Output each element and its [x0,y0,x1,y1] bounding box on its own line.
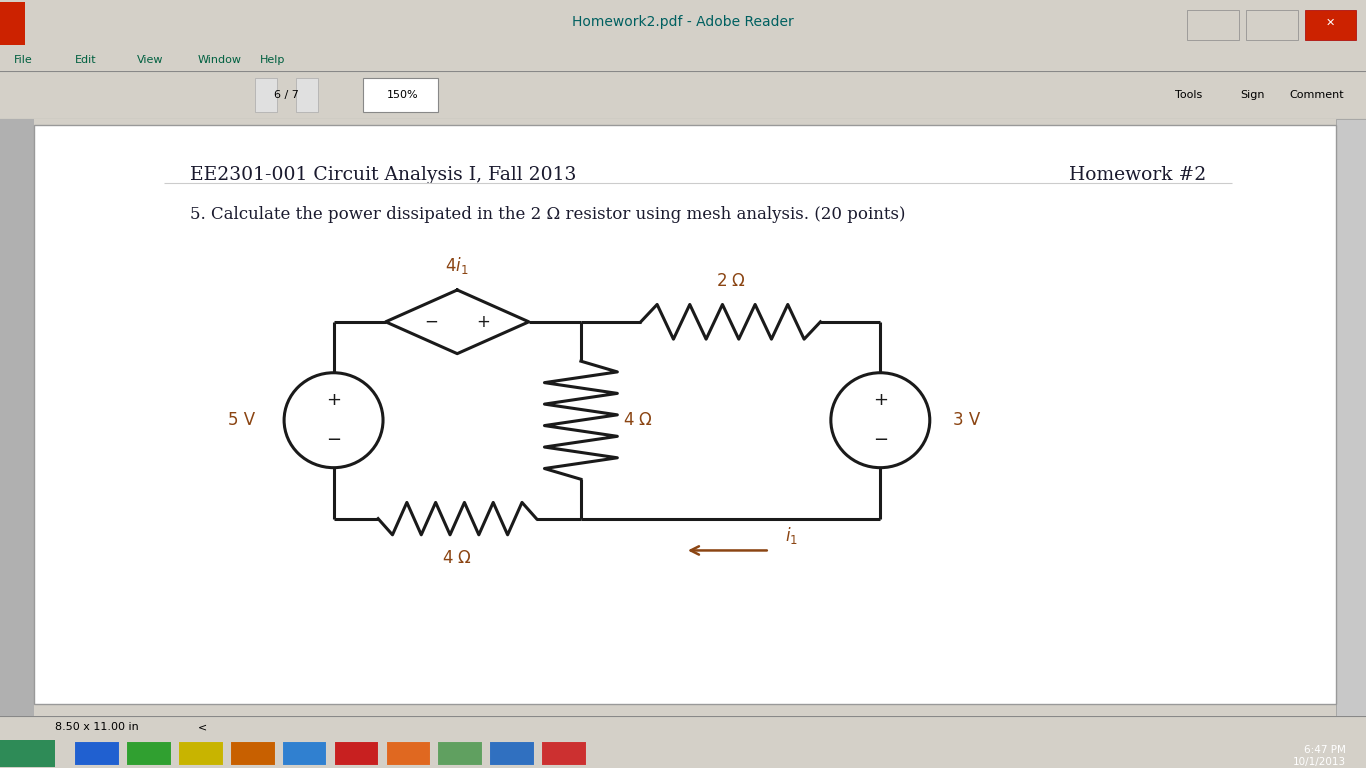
Bar [1246,10,1298,40]
Bar [255,78,277,112]
Bar [231,742,275,765]
Text: 10/1/2013: 10/1/2013 [1292,757,1346,767]
Text: Sign: Sign [1240,90,1265,100]
Text: $4\ \Omega$: $4\ \Omega$ [443,548,473,567]
Bar [179,742,223,765]
Bar [0,119,34,716]
Bar [0,2,25,45]
Text: ✕: ✕ [1326,18,1335,28]
Text: <: < [198,722,208,733]
Text: −: − [326,431,342,449]
Bar [363,78,438,112]
Text: $i_1$: $i_1$ [785,525,798,546]
Bar [0,740,55,766]
Bar [542,742,586,765]
Text: Comment: Comment [1290,90,1344,100]
Bar [1305,10,1356,40]
Text: 6 / 7: 6 / 7 [275,90,299,100]
Text: +: + [873,391,888,409]
Text: Homework #2: Homework #2 [1068,166,1206,184]
Bar [387,742,430,765]
Bar [296,78,318,112]
Text: Help: Help [260,55,285,65]
Bar [75,742,119,765]
Bar [335,742,378,765]
Text: Tools: Tools [1175,90,1202,100]
Text: 5. Calculate the power dissipated in the 2 Ω resistor using mesh analysis. (20 p: 5. Calculate the power dissipated in the… [190,206,906,223]
Text: 6:47 PM: 6:47 PM [1303,746,1346,756]
Bar [490,742,534,765]
Bar [438,742,482,765]
Text: View: View [137,55,163,65]
Bar [127,742,171,765]
Text: $4\ \Omega$: $4\ \Omega$ [623,411,653,429]
Bar [283,742,326,765]
Text: 150%: 150% [387,90,419,100]
Bar [1187,10,1239,40]
Text: −: − [873,431,888,449]
Text: Homework2.pdf - Adobe Reader: Homework2.pdf - Adobe Reader [572,15,794,29]
Text: −: − [425,313,438,331]
Text: EE2301-001 Circuit Analysis I, Fall 2013: EE2301-001 Circuit Analysis I, Fall 2013 [190,166,576,184]
Text: 3 V: 3 V [953,411,981,429]
Text: $2\ \Omega$: $2\ \Omega$ [716,272,746,290]
Text: $4i_1$: $4i_1$ [445,254,469,276]
Text: +: + [477,313,490,331]
Text: 5 V: 5 V [228,411,255,429]
Text: File: File [14,55,33,65]
Text: Edit: Edit [75,55,97,65]
Text: 8.50 x 11.00 in: 8.50 x 11.00 in [55,722,138,733]
Text: Window: Window [198,55,242,65]
Text: +: + [326,391,342,409]
Bar [1336,119,1366,716]
